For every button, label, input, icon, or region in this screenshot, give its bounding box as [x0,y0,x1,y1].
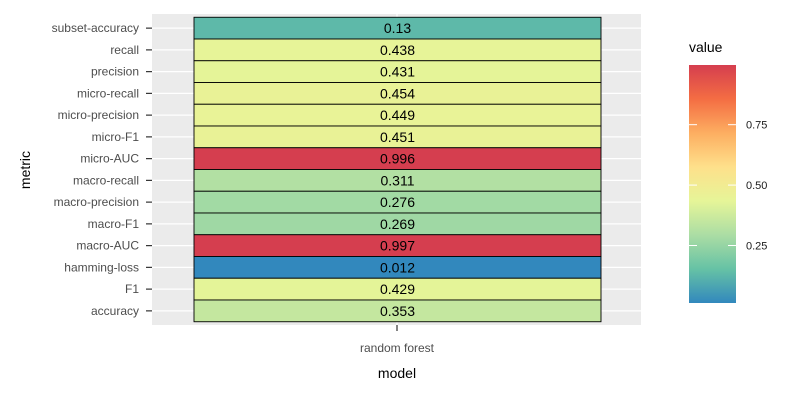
cell-label-macro-auc: 0.997 [380,238,415,254]
y-tick-label-micro-auc: micro-AUC [80,152,139,166]
cell-label-f1: 0.429 [380,281,415,297]
cell-label-macro-precision: 0.276 [380,194,415,210]
y-tick-label-subset-accuracy: subset-accuracy [52,21,139,35]
x-tick-label-random-forest: random forest [360,341,435,355]
y-tick-label-macro-f1: macro-F1 [88,217,140,231]
y-tick-label-hamming-loss: hamming-loss [64,260,139,274]
y-axis: subset-accuracy recall precision micro-reca… [52,21,152,318]
color-legend: value 0.25 0.50 0.75 [689,39,767,303]
y-tick-label-macro-recall: macro-recall [73,173,139,187]
cell-label-accuracy: 0.353 [380,303,415,319]
y-tick-label-recall: recall [110,43,139,57]
cell-label-recall: 0.438 [380,42,415,58]
legend-label-1: 0.50 [746,180,767,192]
legend-colorbar [689,65,736,303]
y-tick-label-micro-recall: micro-recall [77,86,139,100]
legend-title: value [689,39,723,55]
cell-label-subset-accuracy: 0.13 [384,20,411,36]
heatmap-cells: 0.13 0.438 0.431 0.454 0.449 0.451 0.996 0.311 0… [193,16,602,323]
legend-label-2: 0.75 [746,120,767,132]
y-tick-label-accuracy: accuracy [91,304,139,318]
y-tick-label-micro-f1: micro-F1 [92,130,140,144]
cell-label-macro-recall: 0.311 [381,172,415,188]
cell-accuracy [193,299,602,323]
cell-label-micro-auc: 0.996 [380,151,415,167]
cell-label-micro-precision: 0.449 [380,107,415,123]
y-tick-label-f1: F1 [125,282,139,296]
legend-label-0: 0.25 [746,240,767,252]
x-axis: random forest [360,325,435,355]
cell-label-micro-recall: 0.454 [380,85,415,101]
y-tick-label-precision: precision [91,65,139,79]
y-tick-label-macro-auc: macro-AUC [76,239,139,253]
x-axis-title: model [378,365,416,381]
cell-label-precision: 0.431 [380,64,415,80]
y-tick-label-macro-precision: macro-precision [54,195,139,209]
cell-label-macro-f1: 0.269 [380,216,415,232]
cell-label-hamming-loss: 0.012 [380,259,415,275]
y-tick-label-micro-precision: micro-precision [58,108,139,122]
y-axis-title: metric [17,151,33,189]
cell-label-micro-f1: 0.451 [380,129,415,145]
